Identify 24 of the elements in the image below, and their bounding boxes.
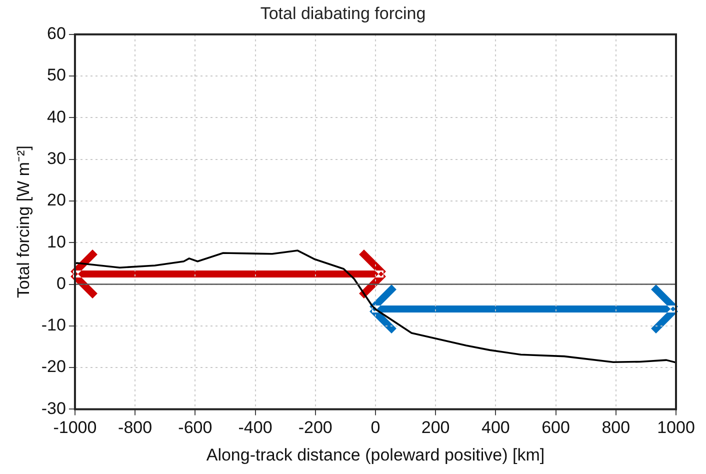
x-tick-label: 600 bbox=[542, 418, 570, 438]
x-axis-title: Along-track distance (poleward positive) [km] bbox=[206, 445, 545, 464]
x-tick-label: -200 bbox=[298, 418, 332, 438]
x-tick-label: 0 bbox=[370, 418, 380, 438]
x-tick-label: 1000 bbox=[657, 418, 695, 438]
y-tick-label: 40 bbox=[47, 107, 66, 126]
x-tick-label: 400 bbox=[482, 418, 510, 438]
x-tick-label: 200 bbox=[421, 418, 450, 438]
x-tick-label: -800 bbox=[118, 418, 152, 438]
y-tick-label: 10 bbox=[47, 232, 66, 252]
chart-title: Total diabating forcing bbox=[260, 4, 426, 23]
y-tick-label: 50 bbox=[47, 66, 66, 85]
x-tick-label: 800 bbox=[602, 418, 630, 438]
y-tick-label: -20 bbox=[41, 357, 66, 376]
x-tick-label: -600 bbox=[178, 418, 212, 438]
x-tick-label: -1000 bbox=[53, 418, 97, 438]
y-tick-label: 20 bbox=[47, 190, 66, 210]
y-tick-label: 0 bbox=[56, 274, 66, 293]
x-tick-label: -400 bbox=[238, 418, 272, 438]
y-tick-label: -30 bbox=[41, 398, 66, 418]
y-axis-title: Total forcing [W m⁻²] bbox=[14, 146, 33, 298]
y-tick-label: 30 bbox=[47, 149, 66, 168]
y-tick-label: 60 bbox=[47, 24, 66, 44]
y-tick-label: -10 bbox=[41, 316, 66, 335]
